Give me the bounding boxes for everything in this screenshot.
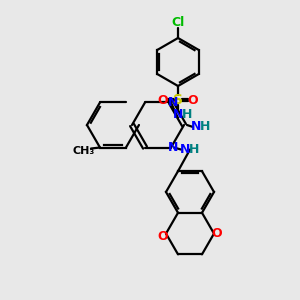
Text: CH₃: CH₃ xyxy=(73,146,95,155)
Text: O: O xyxy=(158,94,168,106)
Text: N: N xyxy=(191,121,201,134)
Text: O: O xyxy=(188,94,198,106)
Text: O: O xyxy=(158,230,168,243)
Text: H: H xyxy=(182,107,192,121)
Text: S: S xyxy=(173,93,183,107)
Text: Cl: Cl xyxy=(171,16,184,28)
Text: H: H xyxy=(200,121,210,134)
Text: O: O xyxy=(212,227,222,240)
Text: N: N xyxy=(168,141,178,154)
Text: H: H xyxy=(189,143,199,156)
Text: N: N xyxy=(180,143,190,156)
Text: N: N xyxy=(173,107,183,121)
Text: N: N xyxy=(168,96,178,109)
